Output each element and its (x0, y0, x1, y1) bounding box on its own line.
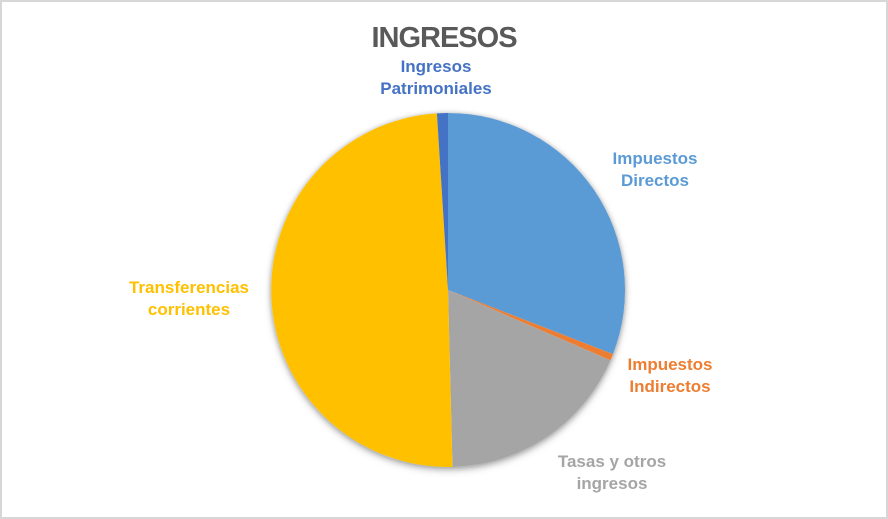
label-impuestos-indirectos: Impuestos Indirectos (627, 355, 713, 396)
pie-slice-ingresos-patrimoniales[interactable] (436, 113, 448, 290)
chart-title: INGRESOS (371, 22, 517, 54)
pie-slice-impuestos-directos[interactable] (448, 113, 625, 355)
label-transferencias-corrientes: Transferencias corrientes (128, 278, 249, 319)
label-tasas-y-otros-ingresos: Tasas y otros ingresos (557, 452, 667, 493)
pie-chart (271, 113, 625, 467)
label-ingresos-patrimoniales: Ingresos Patrimoniales (380, 57, 492, 98)
label-impuestos-directos: Impuestos Directos (612, 149, 698, 190)
pie-slice-impuestos-indirectos[interactable] (448, 290, 613, 361)
pie-svg (271, 113, 625, 467)
pie-slice-transferencias-corrientes[interactable] (271, 113, 453, 467)
pie-slice-tasas-y-otros-ingresos[interactable] (448, 290, 611, 467)
